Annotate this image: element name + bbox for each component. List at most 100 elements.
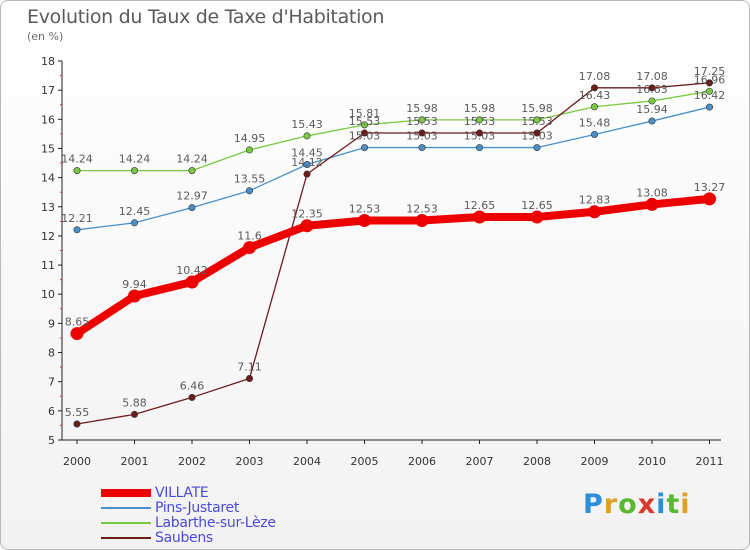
y-tick-label: 18 [41, 55, 55, 68]
data-point [703, 192, 716, 206]
data-label: 15.53 [406, 115, 438, 128]
data-label: 15.98 [464, 102, 496, 115]
data-point [590, 103, 598, 111]
x-tick-label: 2004 [293, 455, 321, 468]
x-tick-label: 2006 [408, 455, 436, 468]
data-label: 15.94 [636, 103, 668, 116]
y-tick-label: 16 [41, 113, 55, 126]
data-point [303, 160, 311, 168]
x-tick-label: 2003 [236, 455, 264, 468]
data-label: 14.24 [119, 153, 151, 166]
series-line [77, 90, 710, 172]
data-point [418, 144, 426, 152]
data-label: 15.03 [349, 130, 381, 143]
logo-letter: t [666, 489, 681, 520]
data-label: 12.83 [579, 194, 611, 207]
data-point [533, 116, 541, 124]
data-point [70, 327, 84, 341]
data-label: 12.65 [521, 199, 553, 212]
data-label: 14.12 [291, 156, 323, 169]
y-tick-label: 7 [48, 376, 55, 389]
data-point [648, 117, 656, 125]
data-point [188, 167, 196, 175]
logo-letter: P [583, 489, 604, 520]
data-label: 8.65 [65, 316, 90, 329]
data-point [475, 144, 483, 152]
logo-letter: i [656, 489, 667, 520]
data-point [185, 275, 199, 289]
data-label: 15.53 [349, 115, 381, 128]
y-tick-label: 9 [48, 317, 55, 330]
data-label: 15.53 [521, 115, 553, 128]
data-point [418, 129, 426, 137]
data-label: 14.24 [176, 153, 208, 166]
data-label: 16.96 [694, 73, 726, 86]
x-tick-label: 2008 [523, 455, 551, 468]
data-point [188, 393, 196, 401]
y-tick-label: 6 [48, 405, 55, 418]
data-label: 12.21 [61, 212, 93, 225]
legend-swatch [101, 488, 151, 497]
x-tick-label: 2001 [121, 455, 149, 468]
data-point [360, 121, 368, 129]
data-point [73, 420, 81, 428]
data-point [73, 226, 81, 234]
y-tick-label: 13 [41, 201, 55, 214]
data-point [588, 205, 601, 219]
data-point [246, 374, 254, 382]
y-tick-label: 5 [48, 434, 55, 447]
data-point [648, 84, 656, 92]
data-label: 16.43 [579, 89, 611, 102]
data-label: 11.6 [237, 230, 262, 243]
data-label: 15.03 [406, 130, 438, 143]
data-label: 12.65 [464, 199, 496, 212]
chart-title: Evolution du Taux de Taxe d'Habitation [27, 6, 385, 28]
y-tick-label: 12 [41, 230, 55, 243]
data-label: 15.48 [579, 116, 611, 129]
logo-letter: x [637, 489, 657, 520]
data-point [533, 144, 541, 152]
legend-label: VILLATE [155, 484, 209, 501]
data-label: 12.97 [176, 190, 208, 203]
data-label: 15.81 [349, 107, 381, 120]
x-tick-label: 2002 [178, 455, 206, 468]
data-label: 14.45 [291, 146, 323, 159]
legend-item: VILLATE [101, 484, 276, 501]
x-tick-label: 2000 [63, 455, 91, 468]
data-label: 5.88 [122, 396, 147, 409]
legend-item: Labarthe-sur-Lèze [101, 515, 276, 531]
data-label: 17.08 [636, 70, 668, 83]
data-point [705, 103, 713, 111]
legend: VILLATE Pins-Justaret Labarthe-sur-Lèze Sau… [101, 484, 276, 546]
x-tick-label: 2007 [466, 455, 494, 468]
data-point [645, 197, 659, 211]
data-label: 16.42 [694, 89, 726, 102]
data-point [705, 79, 713, 87]
data-label: 16.63 [636, 83, 668, 96]
data-label: 6.46 [180, 379, 205, 392]
data-label: 12.53 [349, 202, 381, 215]
data-point [648, 97, 656, 105]
data-label: 12.45 [119, 205, 151, 218]
data-label: 15.53 [464, 115, 496, 128]
data-point [475, 116, 483, 124]
legend-item: Pins-Justaret [101, 500, 276, 516]
data-point [246, 146, 254, 154]
data-point [475, 129, 483, 137]
data-point [303, 132, 311, 140]
data-label: 17.08 [579, 70, 611, 83]
y-tick-label: 15 [41, 142, 55, 155]
data-label: 10.42 [176, 264, 208, 277]
data-point [131, 410, 139, 418]
data-label: 13.27 [694, 181, 726, 194]
data-point [360, 129, 368, 137]
data-point [303, 170, 311, 178]
data-point [530, 210, 544, 224]
data-point [128, 289, 141, 303]
x-tick-label: 2005 [351, 455, 379, 468]
data-label: 12.53 [406, 202, 438, 215]
series-line [76, 106, 710, 231]
data-label: 9.94 [122, 278, 147, 291]
